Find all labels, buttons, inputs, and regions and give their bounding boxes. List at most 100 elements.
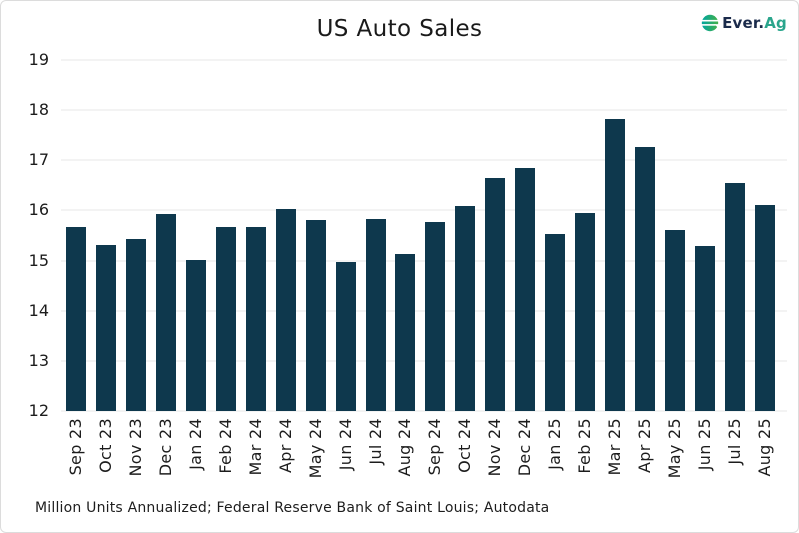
x-tick-label: Feb 24	[215, 418, 235, 474]
y-axis-labels: 12 13 14 15 16 17 18 19	[19, 52, 49, 419]
bar-jun-24	[335, 262, 356, 411]
x-label-slot: Oct 23	[91, 418, 121, 494]
bar-slot	[151, 60, 181, 411]
x-tick-label: Feb 25	[575, 418, 595, 474]
x-label-slot: Aug 25	[750, 418, 780, 494]
x-label-slot: May 25	[660, 418, 690, 494]
x-tick-label: Mar 25	[605, 418, 625, 476]
x-label-slot: Dec 24	[510, 418, 540, 494]
bar-slot	[211, 60, 241, 411]
bar-may-25	[665, 229, 686, 411]
source-note: Million Units Annualized; Federal Reserv…	[35, 500, 550, 516]
gridline	[61, 360, 787, 362]
y-tick-label: 13	[28, 350, 49, 370]
bar-slot	[750, 60, 780, 411]
x-tick-label: May 24	[305, 418, 325, 479]
bar-slot	[450, 60, 480, 411]
y-tick-label: 15	[28, 250, 49, 270]
y-tick-label: 14	[28, 300, 49, 320]
bar-slot	[61, 60, 91, 411]
gridline	[61, 410, 787, 412]
x-tick-label: Oct 24	[455, 418, 475, 473]
bar-slot	[181, 60, 211, 411]
x-tick-label: Aug 25	[754, 418, 774, 477]
bar-oct-24	[455, 205, 476, 411]
x-tick-label: Jul 25	[724, 418, 744, 465]
x-tick-label: Nov 23	[125, 418, 145, 477]
bar-jul-24	[365, 219, 386, 411]
x-label-slot: Sep 24	[420, 418, 450, 494]
x-label-slot: May 24	[301, 418, 331, 494]
x-label-slot: Jul 24	[361, 418, 391, 494]
gridline	[61, 159, 787, 161]
x-tick-label: Aug 24	[395, 418, 415, 477]
x-label-slot: Jun 25	[690, 418, 720, 494]
bar-jan-25	[545, 234, 566, 411]
everag-logo-ag: Ag	[764, 14, 787, 32]
gridline	[61, 59, 787, 61]
bar-mar-25	[605, 119, 626, 411]
x-tick-label: Jul 24	[365, 418, 385, 465]
gridline	[61, 109, 787, 111]
x-tick-label: Jan 24	[185, 418, 205, 470]
gridline	[61, 260, 787, 262]
x-label-slot: Feb 25	[570, 418, 600, 494]
bar-slot	[361, 60, 391, 411]
x-tick-label: Nov 24	[485, 418, 505, 477]
bar-jun-25	[694, 245, 715, 411]
y-tick-label: 12	[28, 401, 49, 420]
bar-aug-25	[754, 205, 775, 411]
x-axis-labels: Sep 23 Oct 23 Nov 23 Dec 23 Jan 24 Feb 24 Mar …	[61, 418, 780, 494]
x-tick-label: Jun 25	[694, 418, 714, 471]
bar-feb-24	[215, 227, 236, 411]
bar-slot	[121, 60, 151, 411]
bar-nov-23	[125, 238, 146, 411]
bar-slot	[570, 60, 600, 411]
bar-oct-23	[95, 244, 116, 411]
y-tick-label: 17	[28, 150, 49, 170]
bar-jan-24	[185, 260, 206, 411]
y-tick-label: 18	[28, 100, 49, 120]
x-label-slot: Nov 24	[480, 418, 510, 494]
x-label-slot: Jan 24	[181, 418, 211, 494]
x-tick-label: Apr 24	[275, 418, 295, 473]
gridline	[61, 310, 787, 312]
bar-dec-23	[155, 214, 176, 411]
bar-apr-25	[635, 146, 656, 411]
y-tick-label: 19	[28, 50, 49, 69]
chart-title: US Auto Sales	[316, 16, 483, 42]
bar-slot	[510, 60, 540, 411]
x-label-slot: Mar 25	[600, 418, 630, 494]
bars-layer	[61, 60, 780, 411]
everag-logo: Ever.Ag	[701, 14, 787, 32]
bar-jul-25	[724, 183, 745, 411]
bar-slot	[630, 60, 660, 411]
x-tick-label: Oct 23	[95, 418, 115, 473]
x-label-slot: Aug 24	[390, 418, 420, 494]
bar-aug-24	[395, 254, 416, 411]
bar-nov-24	[485, 177, 506, 411]
everag-logo-text: Ever.Ag	[722, 14, 787, 32]
bar-slot	[690, 60, 720, 411]
x-label-slot: Sep 23	[61, 418, 91, 494]
bar-slot	[301, 60, 331, 411]
x-label-slot: Apr 24	[271, 418, 301, 494]
bar-dec-24	[515, 167, 536, 411]
x-tick-label: Sep 23	[65, 418, 85, 476]
bar-apr-24	[275, 209, 296, 411]
x-label-slot: Jun 24	[331, 418, 361, 494]
bar-slot	[271, 60, 301, 411]
bar-may-24	[305, 219, 326, 411]
x-tick-label: Mar 24	[245, 418, 265, 476]
x-label-slot: Jan 25	[540, 418, 570, 494]
bar-slot	[241, 60, 271, 411]
gridlines-layer	[61, 59, 787, 412]
x-label-slot: Mar 24	[241, 418, 271, 494]
x-label-slot: Feb 24	[211, 418, 241, 494]
bar-slot	[540, 60, 570, 411]
bar-slot	[390, 60, 420, 411]
x-tick-label: Jun 24	[335, 418, 355, 471]
bar-sep-24	[425, 221, 446, 411]
bar-slot	[720, 60, 750, 411]
